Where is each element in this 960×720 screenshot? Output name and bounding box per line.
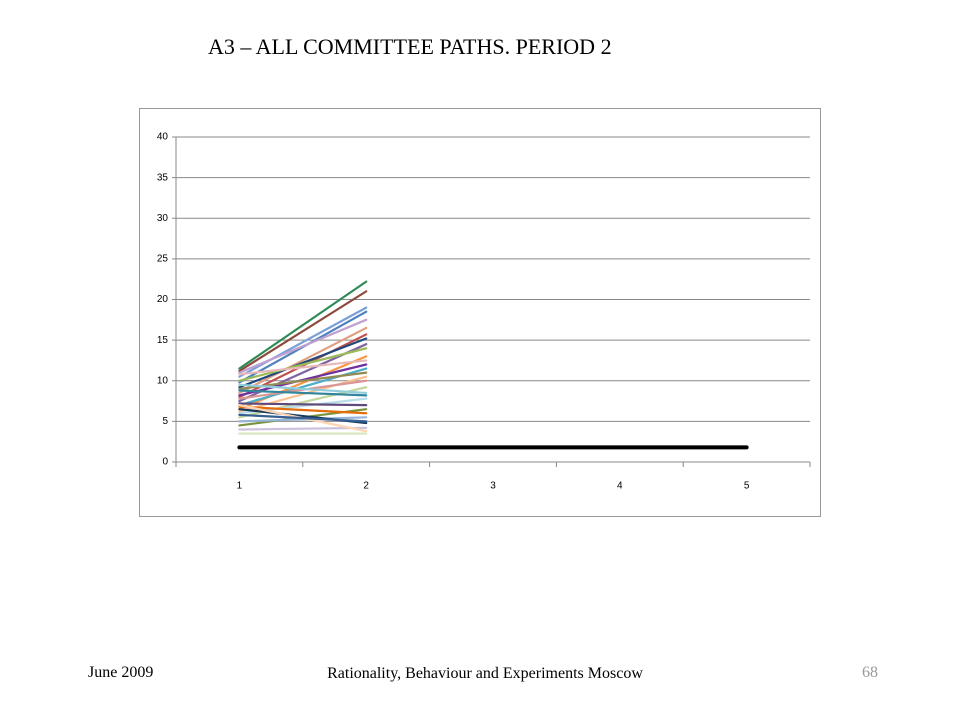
series-line xyxy=(238,306,368,378)
series-line xyxy=(238,405,368,415)
x-tick-label: 4 xyxy=(617,481,623,492)
series-line xyxy=(238,359,368,376)
series-line xyxy=(238,290,368,373)
y-tick-label: 5 xyxy=(162,416,168,427)
x-tick-label: 2 xyxy=(363,481,369,492)
series-line xyxy=(238,389,368,397)
slide-title: A3 – ALL COMMITTEE PATHS. PERIOD 2 xyxy=(208,34,612,59)
footer-center: Rationality, Behaviour and Experiments M… xyxy=(327,665,643,682)
chart-frame xyxy=(139,108,821,517)
y-tick-label: 40 xyxy=(157,132,169,143)
series-line xyxy=(238,375,368,413)
series-line xyxy=(238,280,368,370)
x-tick-label: 3 xyxy=(490,481,496,492)
series-line xyxy=(238,413,368,423)
y-tick-label: 25 xyxy=(157,254,169,265)
series-line xyxy=(238,426,368,431)
x-tick-label: 5 xyxy=(744,481,750,492)
series-line xyxy=(238,326,368,395)
series-line xyxy=(238,383,368,395)
series-line xyxy=(238,318,368,374)
y-tick-label: 20 xyxy=(157,294,169,305)
y-tick-label: 35 xyxy=(157,172,169,183)
footer-date: June 2009 xyxy=(88,664,154,681)
series-line xyxy=(238,337,368,389)
y-tick-label: 30 xyxy=(157,213,169,224)
page-number: 68 xyxy=(862,664,878,681)
y-tick-label: 15 xyxy=(157,335,169,346)
y-tick-label: 0 xyxy=(162,457,168,468)
series-line xyxy=(238,347,368,382)
series-line xyxy=(238,355,368,411)
y-tick-label: 10 xyxy=(157,375,169,386)
series-line xyxy=(238,402,368,407)
x-tick-label: 1 xyxy=(237,481,243,492)
series-line xyxy=(238,416,368,423)
